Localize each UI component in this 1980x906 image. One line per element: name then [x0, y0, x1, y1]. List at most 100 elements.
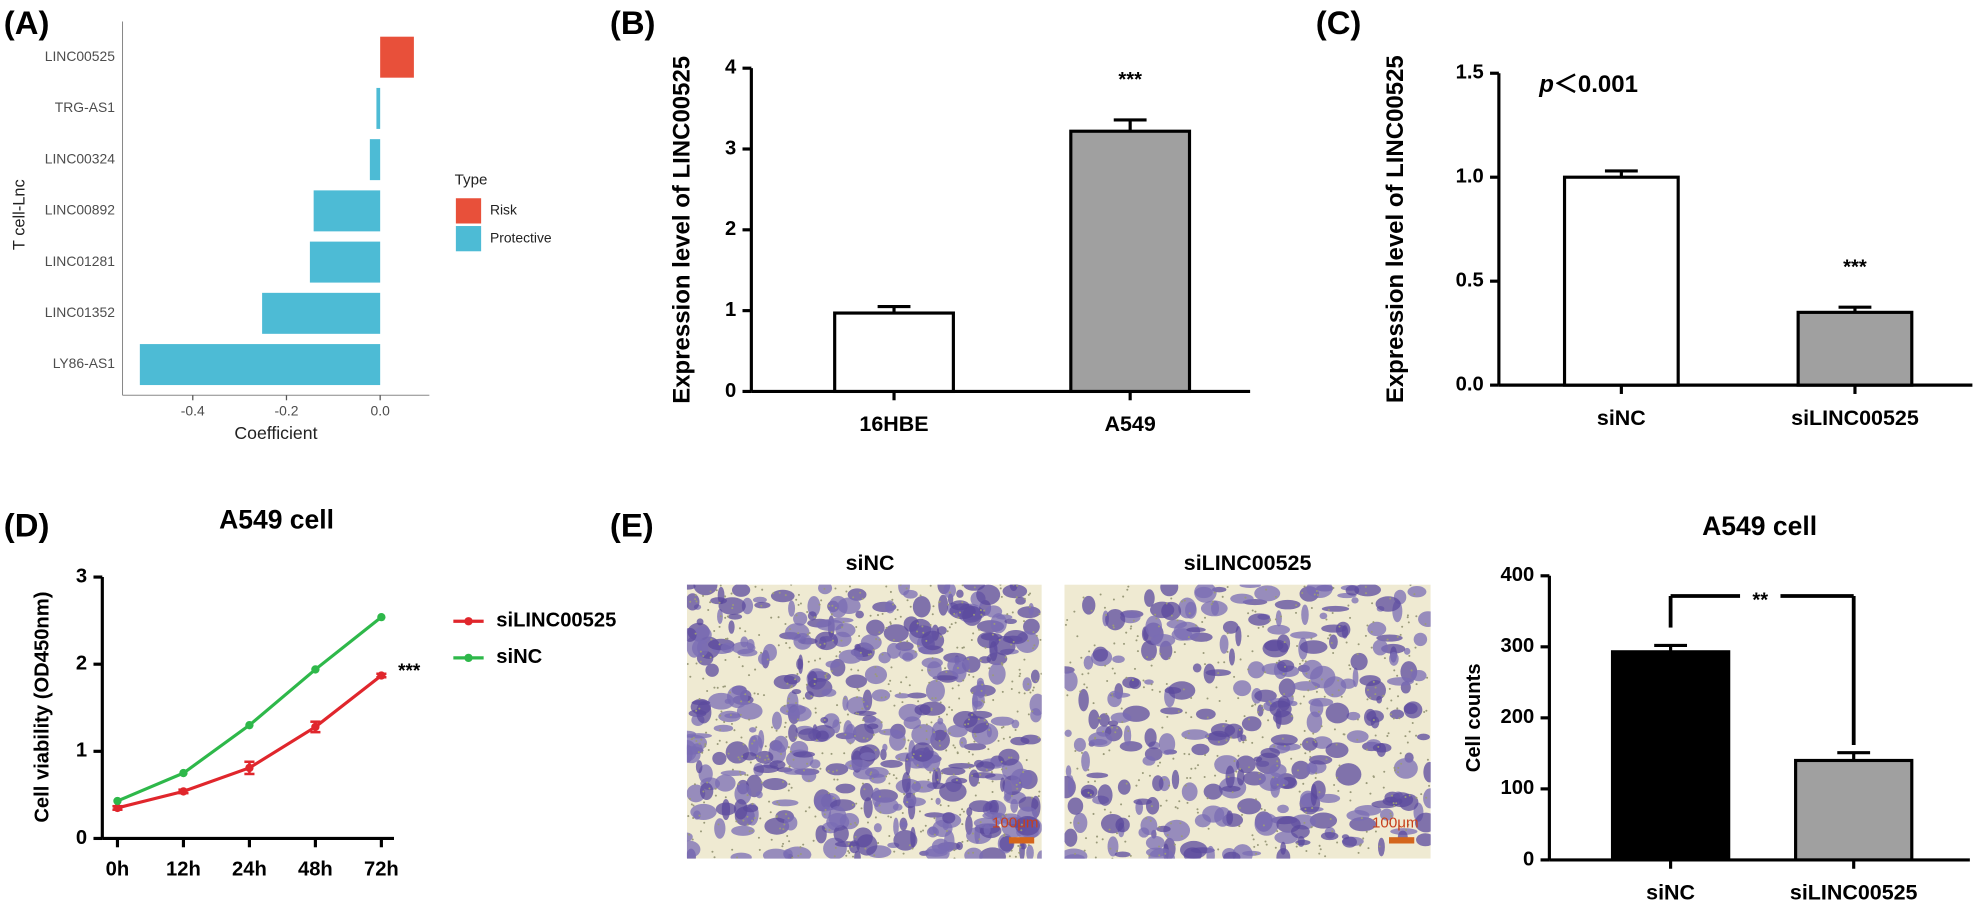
pore	[1109, 811, 1112, 814]
stain	[755, 750, 774, 764]
pore	[855, 802, 858, 805]
stain	[1376, 742, 1387, 757]
pore	[724, 659, 727, 662]
stain	[942, 812, 956, 824]
pore	[1178, 800, 1181, 803]
stain	[880, 748, 887, 761]
pore	[830, 670, 833, 673]
stain	[1264, 640, 1284, 652]
pore	[854, 734, 857, 738]
stain	[1247, 661, 1265, 679]
stain	[1192, 663, 1202, 673]
pore	[906, 599, 909, 602]
stain	[1064, 729, 1072, 738]
stain	[1277, 804, 1289, 814]
pore	[981, 699, 984, 702]
pore	[883, 730, 886, 733]
pore	[1163, 778, 1166, 781]
pore	[1090, 609, 1093, 612]
pore	[1201, 620, 1204, 624]
stain	[828, 595, 848, 618]
image-label: siNC	[846, 551, 895, 575]
pore	[1087, 672, 1090, 675]
pore	[1157, 764, 1160, 767]
stain	[793, 751, 816, 758]
pore	[1296, 645, 1299, 648]
pore	[873, 854, 876, 857]
pore	[931, 697, 934, 700]
pore	[746, 815, 749, 818]
stain	[696, 701, 712, 724]
stain	[900, 821, 908, 828]
pore	[707, 609, 710, 612]
x-tick-label: siLINC00525	[1790, 881, 1918, 905]
pore	[961, 840, 964, 843]
y-tick-label: 3	[76, 565, 87, 587]
stain	[779, 703, 806, 716]
pore	[1408, 794, 1411, 797]
pore	[1154, 613, 1157, 616]
pore	[855, 712, 858, 715]
legend-label: Protective	[490, 229, 552, 245]
pore	[1204, 616, 1207, 619]
pore	[1265, 843, 1268, 846]
pore	[1396, 635, 1399, 638]
pore	[760, 651, 763, 654]
pore	[857, 669, 860, 672]
pore	[939, 701, 942, 704]
stain	[1239, 584, 1261, 589]
pore	[1366, 624, 1369, 627]
stain	[727, 613, 743, 620]
stain	[1328, 634, 1338, 650]
pore	[827, 792, 830, 795]
pore	[1265, 588, 1268, 591]
y-axis-label: Expression level of LINC00525	[1382, 55, 1409, 403]
pore	[1356, 653, 1359, 656]
pore	[929, 771, 932, 774]
pore	[1030, 796, 1033, 799]
pore	[698, 698, 701, 701]
stain	[982, 812, 1002, 820]
pore	[1374, 734, 1377, 737]
pore	[1258, 772, 1261, 775]
pore	[751, 802, 754, 805]
stain	[1325, 742, 1349, 758]
pore	[718, 643, 721, 646]
stain	[1065, 765, 1072, 778]
pore	[1244, 596, 1247, 599]
y-tick-label: 0.5	[1456, 270, 1484, 292]
stain	[1260, 747, 1281, 759]
pore	[1420, 793, 1423, 796]
pore	[834, 587, 837, 590]
pore	[1415, 796, 1418, 799]
stain	[964, 847, 984, 859]
pore	[957, 616, 960, 619]
stain	[1098, 713, 1110, 727]
pore	[789, 750, 792, 753]
pore	[998, 638, 1001, 641]
pore	[695, 662, 698, 665]
pore	[971, 753, 974, 756]
pore	[971, 774, 974, 777]
stain	[732, 584, 751, 597]
bar	[262, 292, 381, 334]
pore	[885, 626, 888, 629]
stain	[1037, 850, 1042, 859]
pore	[1094, 856, 1097, 859]
pore	[1087, 791, 1090, 794]
pore	[1372, 718, 1375, 721]
stain	[1185, 601, 1197, 619]
pore	[855, 823, 858, 826]
pore	[724, 616, 727, 619]
pore	[878, 631, 881, 634]
pore	[769, 811, 772, 814]
stain	[695, 760, 703, 774]
bar	[139, 344, 381, 386]
pore	[802, 843, 805, 846]
stain	[1110, 712, 1132, 723]
stain	[1323, 676, 1347, 698]
pore	[1426, 758, 1429, 761]
stain	[1067, 775, 1075, 797]
bar	[1796, 310, 1914, 387]
stain	[1290, 631, 1318, 639]
